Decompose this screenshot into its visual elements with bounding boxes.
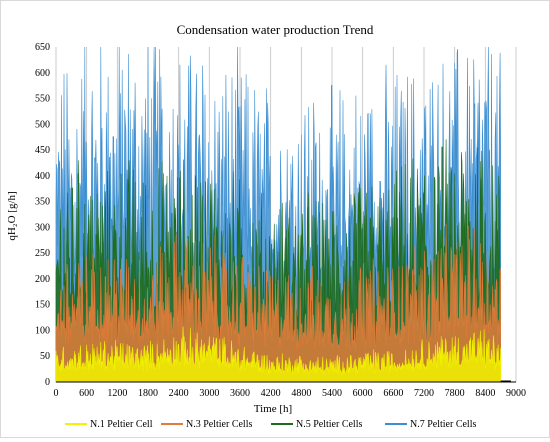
x-tick-label: 7200 (414, 388, 434, 399)
y-tick-label: 250 (35, 248, 50, 259)
x-tick-label: 600 (79, 388, 94, 399)
series-2-line (55, 223, 502, 383)
y-tick-label: 550 (35, 94, 50, 105)
y-tick-label: 350 (35, 197, 50, 208)
y-tick-label: 500 (35, 119, 50, 130)
x-tick-label: 1200 (107, 388, 127, 399)
series-3-line (55, 326, 501, 383)
y-tick-label: 50 (40, 351, 50, 362)
chart-title: Condensation water production Trend (177, 22, 374, 37)
y-tick-label: 400 (35, 171, 50, 182)
x-tick-label: 1800 (138, 388, 158, 399)
x-tick-label: 6000 (353, 388, 373, 399)
y-tick-label: 100 (35, 325, 50, 336)
y-tick-label: 0 (45, 377, 50, 388)
x-tick-label: 9000 (506, 388, 526, 399)
x-tick-label: 2400 (169, 388, 189, 399)
y-tick-label: 300 (35, 222, 50, 233)
legend-label-3: N.7 Peltier Cells (410, 419, 476, 430)
y-tick-label: 150 (35, 300, 50, 311)
legend-label-2: N.5 Peltier Cells (296, 419, 362, 430)
y-axis-title: qH₂O [g/h] (6, 191, 18, 240)
x-tick-label: 3600 (230, 388, 250, 399)
y-tick-label: 650 (35, 42, 50, 53)
series-layer (55, 46, 511, 383)
x-tick-label: 6600 (383, 388, 403, 399)
y-tick-label: 600 (35, 68, 50, 79)
x-tick-label: 4800 (291, 388, 311, 399)
x-tick-label: 3000 (199, 388, 219, 399)
x-tick-label: 5400 (322, 388, 342, 399)
y-tick-label: 200 (35, 274, 50, 285)
legend-label-0: N.1 Peltier Cell (90, 419, 153, 430)
x-tick-label: 7800 (445, 388, 465, 399)
legend-label-1: N.3 Peltier Cells (186, 419, 252, 430)
x-axis-title: Time [h] (254, 403, 292, 415)
y-axis-ticks: 0 50 100 150 200 250 300 350 400 450 500 550 600 650 (35, 42, 50, 388)
legend: N.1 Peltier Cell N.3 Peltier Cells N.5 Pel… (65, 419, 476, 430)
x-tick-label: 0 (54, 388, 59, 399)
y-tick-label: 450 (35, 145, 50, 156)
x-axis-ticks: 0 600 1200 1800 2400 3000 3600 4200 4800 5400 6000… (54, 388, 527, 399)
x-tick-label: 4200 (261, 388, 281, 399)
x-tick-label: 8400 (475, 388, 495, 399)
